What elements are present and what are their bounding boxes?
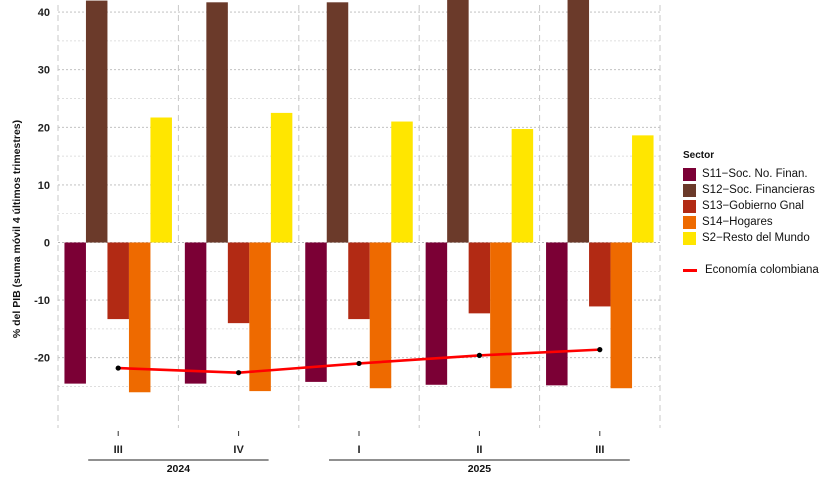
bar	[270, 112, 293, 243]
legend-label-s12: S12−Soc. Financieras	[702, 184, 815, 196]
bar	[128, 242, 151, 393]
x-tick-label: IV	[233, 444, 244, 456]
legend-item-s12: S12−Soc. Financieras	[683, 182, 819, 198]
bar	[391, 121, 413, 243]
legend: Sector S11−Soc. No. Finan. S12−Soc. Fina…	[683, 150, 819, 278]
bar	[348, 242, 370, 320]
x-tick-label: I	[357, 444, 360, 456]
bar	[610, 242, 633, 389]
y-axis-label: % del PIB (suma móvil 4 últimos trimestr…	[11, 120, 23, 338]
bar	[546, 242, 568, 386]
bar	[184, 242, 207, 384]
bar	[511, 129, 534, 243]
legend-swatch-s13	[683, 199, 696, 213]
legend-label-s13: S13−Gobierno Gnal	[702, 200, 804, 212]
bar	[305, 242, 327, 382]
bar	[490, 242, 512, 389]
legend-label-s11: S11−Soc. No. Finan.	[702, 168, 808, 180]
y-tick-label: 0	[44, 238, 50, 250]
legend-title: Sector	[683, 150, 715, 161]
bar	[425, 242, 448, 385]
line-point	[115, 365, 121, 371]
bar	[249, 242, 271, 392]
bar	[468, 242, 491, 314]
bar	[326, 2, 349, 243]
line-point	[597, 347, 603, 353]
legend-swatch-s14	[683, 215, 696, 229]
legend-item-line: Economía colombiana	[683, 262, 819, 278]
bar	[107, 242, 129, 320]
legend-label-s14: S14−Hogares	[702, 216, 773, 228]
y-tick-label: 10	[38, 180, 50, 192]
line-point	[236, 370, 242, 376]
bar	[589, 242, 611, 307]
x-tick-label: II	[476, 444, 482, 456]
legend-item-s2: S2−Resto del Mundo	[683, 230, 819, 246]
y-tick-label: -10	[34, 295, 50, 307]
bar	[227, 242, 250, 324]
bar	[632, 135, 654, 243]
legend-label-s2: S2−Resto del Mundo	[702, 232, 810, 244]
x-tick-label: III	[595, 444, 604, 456]
bar	[85, 0, 108, 243]
bar	[64, 242, 86, 384]
legend-item-s14: S14−Hogares	[683, 214, 819, 230]
bar	[206, 2, 228, 243]
bar	[447, 0, 469, 243]
legend-swatch-line	[683, 268, 697, 272]
bars-layer	[64, 0, 654, 393]
y-tick-label: -20	[34, 353, 50, 365]
line-point	[356, 360, 362, 367]
legend-label-line: Economía colombiana	[705, 264, 819, 276]
y-tick-label: 40	[38, 7, 50, 19]
bar	[150, 117, 172, 243]
legend-swatch-s11	[683, 167, 696, 181]
x-tick-label: III	[114, 444, 123, 456]
year-group-label: 2025	[468, 463, 492, 475]
line-point	[476, 352, 482, 358]
legend-item-s13: S13−Gobierno Gnal	[683, 198, 819, 214]
year-group-label: 2024	[167, 463, 191, 475]
bar	[567, 0, 590, 243]
y-tick-label: 20	[38, 122, 50, 134]
line-layer	[115, 347, 603, 376]
legend-swatch-s12	[683, 183, 696, 197]
y-tick-label: 30	[38, 65, 50, 77]
legend-swatch-s2	[683, 231, 696, 245]
bar	[369, 242, 392, 389]
legend-item-s11: S11−Soc. No. Finan.	[683, 166, 819, 182]
